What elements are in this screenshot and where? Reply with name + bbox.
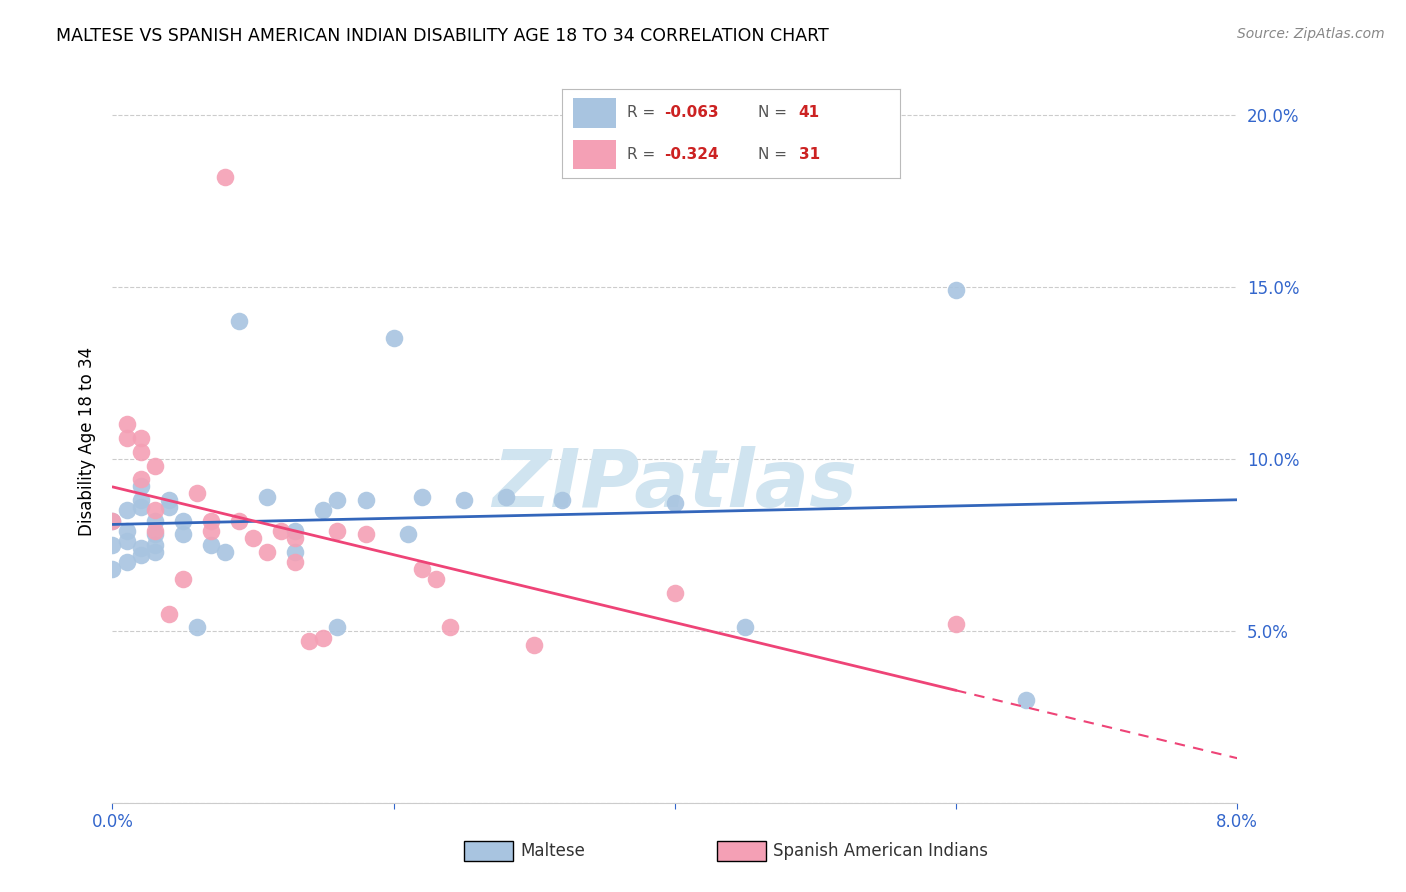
Point xyxy=(115,534,138,549)
Point xyxy=(157,500,180,514)
Point xyxy=(945,616,967,631)
Point xyxy=(200,538,222,552)
Point xyxy=(129,541,152,556)
Point xyxy=(411,490,433,504)
Point xyxy=(270,524,292,538)
Point xyxy=(172,527,194,541)
Point xyxy=(326,493,349,508)
Point xyxy=(312,631,335,645)
Point xyxy=(172,572,194,586)
Point xyxy=(101,514,124,528)
Point xyxy=(453,493,475,508)
Point xyxy=(129,431,152,445)
Point xyxy=(101,538,124,552)
Text: 31: 31 xyxy=(799,147,820,161)
Point xyxy=(115,555,138,569)
Text: Maltese: Maltese xyxy=(520,842,585,860)
Point xyxy=(143,544,166,558)
Point xyxy=(129,500,152,514)
Point xyxy=(396,527,419,541)
Point xyxy=(228,514,250,528)
Y-axis label: Disability Age 18 to 34: Disability Age 18 to 34 xyxy=(77,347,96,536)
Point xyxy=(129,445,152,459)
Point xyxy=(115,503,138,517)
Point xyxy=(284,555,307,569)
Point xyxy=(664,496,686,510)
Point xyxy=(129,472,152,486)
Point xyxy=(214,169,236,184)
Point xyxy=(157,607,180,621)
Bar xyxy=(572,140,616,169)
Text: MALTESE VS SPANISH AMERICAN INDIAN DISABILITY AGE 18 TO 34 CORRELATION CHART: MALTESE VS SPANISH AMERICAN INDIAN DISAB… xyxy=(56,27,830,45)
Point xyxy=(143,503,166,517)
Point xyxy=(326,524,349,538)
Text: -0.324: -0.324 xyxy=(664,147,718,161)
Text: -0.063: -0.063 xyxy=(664,105,718,120)
Text: R =: R = xyxy=(627,105,659,120)
Point xyxy=(143,538,166,552)
Point xyxy=(1015,692,1038,706)
Point xyxy=(115,417,138,432)
Point xyxy=(354,527,377,541)
Point xyxy=(382,331,405,345)
Point xyxy=(242,531,264,545)
Point xyxy=(439,620,461,634)
Point xyxy=(734,620,756,634)
Point xyxy=(411,562,433,576)
Point xyxy=(157,493,180,508)
Text: ZIPatlas: ZIPatlas xyxy=(492,446,858,524)
Point xyxy=(143,524,166,538)
Point xyxy=(143,458,166,473)
Point xyxy=(354,493,377,508)
Point xyxy=(425,572,447,586)
Point xyxy=(172,514,194,528)
Point xyxy=(551,493,574,508)
Point xyxy=(495,490,517,504)
Point xyxy=(284,544,307,558)
Point xyxy=(129,493,152,508)
Bar xyxy=(572,98,616,128)
Point xyxy=(284,524,307,538)
Point xyxy=(945,283,967,297)
Point xyxy=(115,431,138,445)
Point xyxy=(200,514,222,528)
Text: Source: ZipAtlas.com: Source: ZipAtlas.com xyxy=(1237,27,1385,41)
Point xyxy=(312,503,335,517)
Point xyxy=(200,524,222,538)
Point xyxy=(284,531,307,545)
Point xyxy=(256,544,278,558)
Point xyxy=(664,586,686,600)
Point xyxy=(129,548,152,562)
Point xyxy=(186,486,208,500)
Point xyxy=(143,527,166,541)
Point xyxy=(129,479,152,493)
Text: Spanish American Indians: Spanish American Indians xyxy=(773,842,988,860)
Point xyxy=(326,620,349,634)
Point xyxy=(143,514,166,528)
Point xyxy=(186,620,208,634)
Point xyxy=(214,544,236,558)
Point xyxy=(523,638,546,652)
Point xyxy=(115,524,138,538)
Point xyxy=(256,490,278,504)
Point xyxy=(228,314,250,328)
Text: N =: N = xyxy=(758,147,792,161)
Text: N =: N = xyxy=(758,105,792,120)
Text: R =: R = xyxy=(627,147,659,161)
Point xyxy=(298,634,321,648)
Point xyxy=(101,514,124,528)
Text: 41: 41 xyxy=(799,105,820,120)
Point xyxy=(101,562,124,576)
